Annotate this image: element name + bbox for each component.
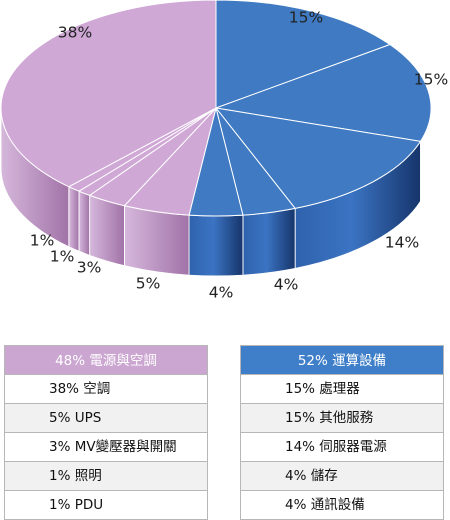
slice-label: 1% <box>30 232 55 250</box>
pie-side-wall <box>242 207 296 276</box>
pie-slice <box>215 107 421 209</box>
slice-label: 4% <box>209 284 234 302</box>
pie-slice <box>215 0 391 109</box>
pie-side-wall <box>188 214 244 277</box>
slice-label: 1% <box>50 248 75 266</box>
legend-item: 14% 伺服器電源 <box>240 433 444 462</box>
legend-item: 38% 空調 <box>4 375 208 404</box>
pie-label-layer: 15%15%14%4%4%5%3%1%1%38% <box>30 9 449 302</box>
pie-side-layer <box>0 107 421 277</box>
legend-header: 48% 電源與空調 <box>4 345 208 375</box>
pie-side-wall <box>124 205 190 276</box>
legend-item: 15% 其他服務 <box>240 404 444 433</box>
slice-label: 14% <box>385 234 419 252</box>
legend-item: 1% PDU <box>4 491 208 520</box>
legend-item: 5% UPS <box>4 404 208 433</box>
pie-chart-svg: 15%15%14%4%4%5%3%1%1%38% <box>0 0 449 302</box>
legend-item: 1% 照明 <box>4 462 208 491</box>
pie-slice <box>215 44 432 142</box>
legend-power-cooling: 48% 電源與空調 38% 空調 5% UPS 3% MV變壓器與開關 1% 照… <box>4 345 208 520</box>
slice-label: 5% <box>136 275 161 293</box>
pie-chart: 15% 15% 14% 4% 4% 5% 3% 1% 1% 38% <box>0 0 449 302</box>
slice-label: 3% <box>77 259 102 277</box>
pie-top-layer <box>0 0 432 217</box>
pie-side-wall <box>89 194 125 267</box>
legend-item: 4% 儲存 <box>240 462 444 491</box>
slice-label: 15% <box>289 9 323 27</box>
slice-label: 4% <box>274 276 299 294</box>
legend-item: 3% MV變壓器與開關 <box>4 433 208 462</box>
pie-side-wall <box>68 186 80 252</box>
legend-item: 15% 處理器 <box>240 375 444 404</box>
slice-label: 15% <box>414 71 448 89</box>
slice-label: 38% <box>58 24 92 42</box>
legend-computing: 52% 運算設備 15% 處理器 15% 其他服務 14% 伺服器電源 4% 儲… <box>240 345 444 520</box>
pie-side-wall <box>78 190 91 256</box>
pie-slice <box>0 0 217 188</box>
legend-header: 52% 運算設備 <box>240 345 444 375</box>
legend-item: 4% 通訊設備 <box>240 491 444 520</box>
